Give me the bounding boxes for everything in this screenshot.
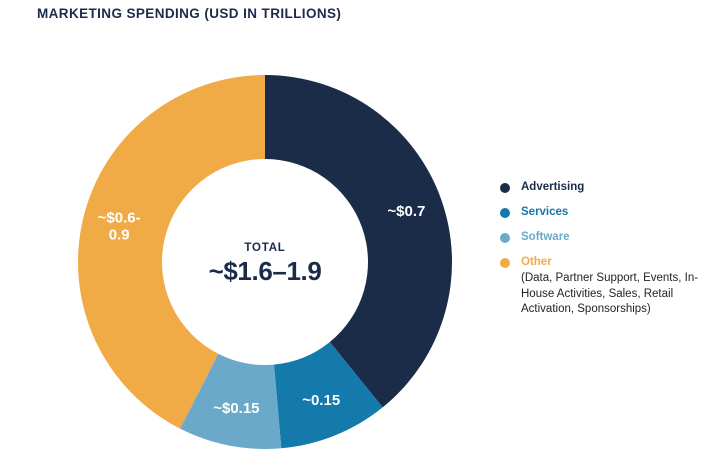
legend-item-sublabel: (Data, Partner Support, Events, In-House… [521, 272, 699, 315]
legend-item-label: Advertising [521, 181, 585, 193]
legend-item-label: Software [521, 231, 570, 243]
donut-slice-advertising[interactable] [265, 75, 452, 408]
legend-item-label: Other [521, 256, 552, 268]
legend-dot-icon [500, 183, 510, 193]
donut-slice-other[interactable] [78, 75, 265, 429]
legend-item-advertising[interactable]: Advertising [500, 180, 700, 195]
center-total-value: ~$1.6–1.9 [209, 256, 322, 286]
legend-dot-icon [500, 208, 510, 218]
legend-item-label: Services [521, 206, 569, 218]
donut-slices [78, 75, 452, 449]
legend-dot-icon [500, 258, 510, 268]
legend-item-other[interactable]: Other (Data, Partner Support, Events, In-… [500, 255, 700, 318]
slice-label-services: ~0.15 [302, 392, 340, 409]
donut-slice-services[interactable] [273, 342, 383, 449]
legend-item-software[interactable]: Software [500, 230, 700, 245]
slice-label-software: ~$0.15 [213, 400, 259, 417]
legend-item-services[interactable]: Services [500, 205, 700, 220]
legend-dot-icon [500, 233, 510, 243]
donut-chart: TOTAL ~$1.6–1.9 ~$0.7 ~0.15 ~$0.15 ~$0.6-0.… [78, 75, 452, 449]
slice-label-other: ~$0.6-0.9 [98, 209, 141, 243]
slice-label-advertising: ~$0.7 [387, 203, 425, 220]
center-total-label: TOTAL [244, 242, 285, 254]
chart-title: MARKETING SPENDING (USD IN TRILLIONS) [37, 6, 342, 21]
legend: Advertising Services Software Other (Data, P… [500, 180, 700, 328]
donut-slice-software[interactable] [180, 353, 282, 449]
donut-chart-svg: TOTAL ~$1.6–1.9 ~$0.7 ~0.15 ~$0.15 ~$0.6-0.… [78, 75, 452, 449]
donut-slice-labels: ~$0.7 ~0.15 ~$0.15 ~$0.6-0.9 [98, 203, 426, 417]
